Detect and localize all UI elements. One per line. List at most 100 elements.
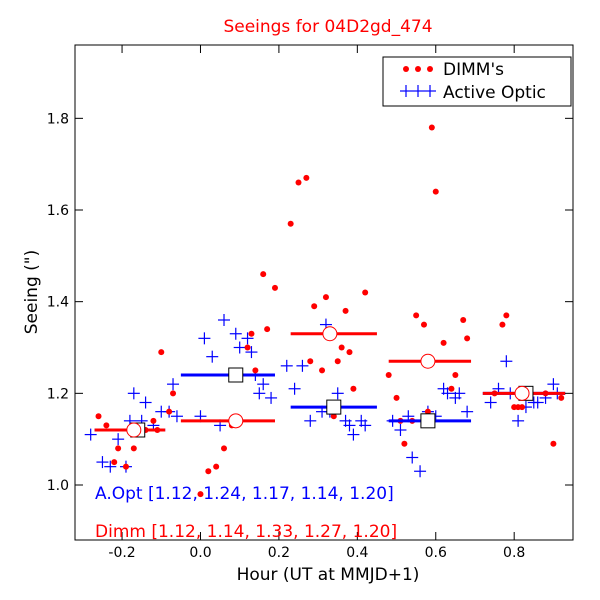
dimm-point (221, 445, 228, 452)
dimm-point (103, 422, 110, 429)
dimm-point (550, 440, 557, 447)
dimm-point (264, 326, 271, 333)
active-optic-point (304, 414, 317, 427)
active-optic-point (112, 433, 125, 446)
dimm-point (428, 124, 435, 131)
dimm-point (248, 330, 255, 337)
dimm-point (362, 289, 369, 296)
active-optic-point (253, 387, 266, 400)
dimm-point (213, 463, 220, 470)
dimm-point (330, 413, 337, 420)
dimm-median-marker (514, 385, 530, 401)
dimm-point (452, 372, 459, 378)
active-optic-point (414, 465, 427, 478)
dimm-point (244, 344, 251, 351)
y-axis-label: Seeing (") (22, 250, 42, 335)
dimm-point (295, 179, 302, 186)
legend: DIMM's Active Optic (382, 56, 572, 107)
active-optic-point (347, 428, 360, 441)
dimm-median-marker (228, 413, 244, 429)
active-optic-point (218, 314, 231, 326)
y-tick-label: 1.4 (47, 295, 69, 311)
active-optic-point (167, 378, 180, 391)
active-optic-point (453, 387, 466, 400)
active-optic-point (343, 419, 356, 432)
active-optic-point (500, 355, 513, 368)
dimm-point (460, 317, 467, 323)
x-tick-label: 0.0 (189, 545, 211, 561)
dimm-median-marker (420, 353, 436, 369)
dimm-point (519, 404, 526, 411)
dimm-point (166, 408, 173, 415)
active-optic-point (241, 332, 254, 345)
dimm-point (322, 294, 329, 301)
dimm-median-marker (322, 326, 338, 342)
legend-dimm-label: DIMM's (443, 60, 504, 80)
active-optic-point (547, 378, 560, 391)
active-optic-point (296, 359, 309, 372)
dimm-point (464, 335, 471, 342)
y-tick-label: 1.0 (47, 478, 69, 494)
dimm-point (342, 307, 349, 314)
active-optic-point (280, 359, 293, 372)
dimm-point (111, 459, 118, 466)
legend-box (382, 56, 572, 107)
active-optic-point (359, 419, 372, 432)
aopt-median-marker (228, 367, 244, 383)
dimm-point (260, 271, 267, 278)
dimm-point (432, 188, 439, 195)
active-optic-point (206, 350, 219, 363)
dimm-point (401, 440, 408, 447)
active-optic-point (265, 391, 278, 404)
active-optic-point (484, 396, 497, 409)
active-optic-point (394, 424, 407, 436)
dimm-median-marker (126, 422, 142, 438)
x-tick-label: 0.6 (425, 545, 447, 561)
active-optic-point (104, 460, 117, 473)
dimm-point (122, 463, 129, 470)
dimm-point (307, 358, 314, 365)
dimm-point (338, 344, 345, 351)
active-optic-point (139, 396, 152, 409)
dimm-point (385, 372, 392, 378)
dimm-point (424, 408, 431, 415)
active-optic-point (84, 428, 97, 441)
aopt-median-marker (420, 413, 436, 429)
dimm-point (393, 394, 400, 401)
x-tick-label: 0.4 (346, 545, 368, 561)
y-tick-label: 1.8 (47, 111, 69, 127)
dimm-point (448, 385, 455, 392)
dimm-point (503, 312, 510, 319)
y-axis-ticks: 1.0 1.2 1.4 1.6 1.8 (47, 111, 573, 494)
legend-dimm-marker (403, 66, 433, 72)
active-optic-point (461, 405, 474, 418)
dimm-point (420, 321, 427, 328)
active-optic-point (441, 387, 454, 400)
aopt-annotation: A.Opt [1.12, 1.24, 1.17, 1.14, 1.20] (95, 484, 394, 504)
dimm-point (252, 367, 259, 374)
dimm-point (150, 417, 157, 424)
active-optic-point (170, 410, 183, 423)
dimm-point (115, 445, 122, 452)
dimm-point (319, 367, 326, 374)
legend-active-optic-label: Active Optic (443, 83, 546, 103)
x-axis-label: Hour (UT at MMJD+1) (237, 565, 420, 585)
y-tick-label: 1.2 (47, 386, 69, 402)
chart-marks (84, 124, 566, 498)
dimm-point (334, 358, 341, 365)
active-optic-point (531, 396, 544, 409)
dimm-point (170, 390, 177, 397)
active-optic-point (198, 332, 211, 345)
dimm-point (558, 394, 565, 401)
x-tick-label: -0.2 (108, 545, 135, 561)
dimm-point (499, 321, 506, 328)
dimm-point (303, 174, 310, 181)
active-optic-point (257, 378, 270, 391)
dimm-point (95, 413, 102, 420)
legend-active-optic-marker (400, 85, 436, 97)
dimm-point (440, 339, 447, 346)
y-tick-label: 1.6 (47, 203, 69, 219)
dimm-point (130, 445, 137, 452)
dimm-point (197, 491, 204, 498)
active-optic-point (331, 387, 344, 400)
